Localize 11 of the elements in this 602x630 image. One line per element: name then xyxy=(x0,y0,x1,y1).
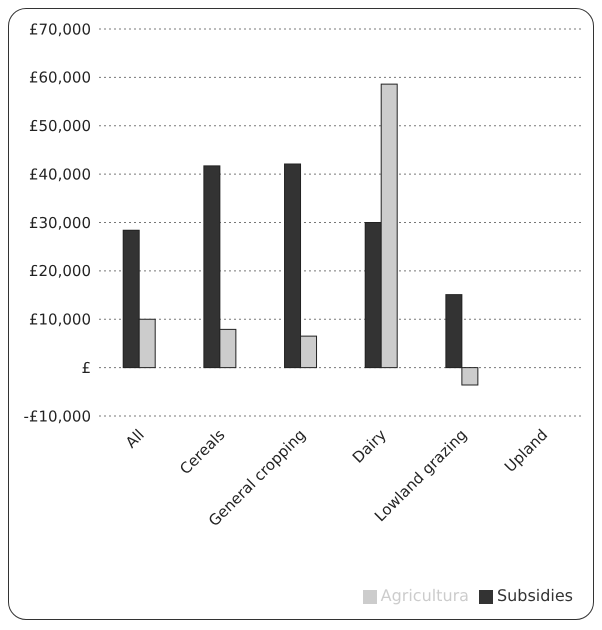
y-tick-label: £60,000 xyxy=(28,68,91,87)
y-tick-label: £20,000 xyxy=(28,262,91,280)
x-tick-label: All xyxy=(122,426,148,452)
y-tick-label: £10,000 xyxy=(28,310,91,329)
y-tick-label: £50,000 xyxy=(28,117,91,136)
y-tick-label: -£10,000 xyxy=(24,407,91,426)
y-tick-label: £30,000 xyxy=(28,214,91,232)
y-tick-label: £40,000 xyxy=(28,165,91,184)
y-tick-label: £ xyxy=(81,358,91,377)
y-tick-label: £70,000 xyxy=(28,20,91,38)
legend-label: Subsidies xyxy=(496,586,573,605)
